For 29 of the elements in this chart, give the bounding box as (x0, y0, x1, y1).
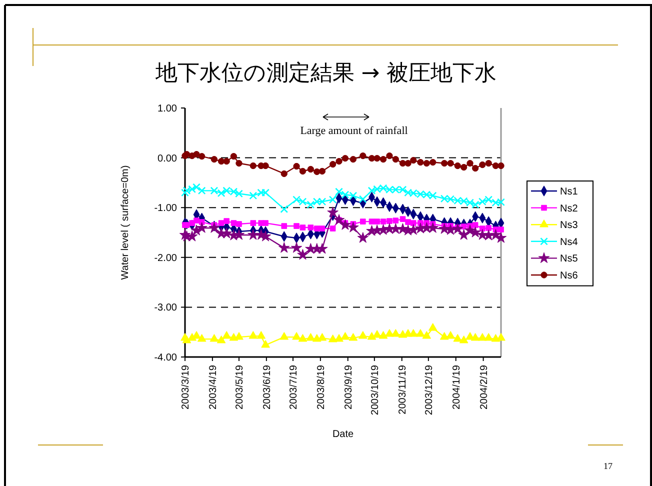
x-tick-label: 2003/10/19 (370, 364, 381, 416)
y-tick-label: -3.00 (154, 302, 178, 314)
x-axis-title: Date (332, 429, 354, 440)
x-tick-label: 2003/6/19 (262, 364, 273, 410)
annotation: Large amount of rainfall (300, 125, 408, 137)
y-tick-label: 0.00 (158, 153, 178, 164)
legend-label: Ns3 (560, 220, 578, 232)
legend-label: Ns1 (560, 186, 578, 198)
x-tick-label: 2003/4/19 (208, 364, 219, 410)
x-tick-label: 2003/8/19 (316, 364, 327, 410)
text: 17 (604, 461, 613, 471)
x-tick-label: 2003/12/19 (424, 364, 435, 416)
legend-label: Ns2 (560, 203, 578, 214)
x-tick-label: 2003/7/19 (288, 364, 300, 410)
x-tick-label: 2003/9/19 (343, 364, 354, 410)
y-tick-label: -1.00 (154, 203, 178, 214)
y-tick-label: -2.00 (154, 252, 178, 264)
x-tick-label: 2003/3/19 (180, 364, 192, 410)
legend-label: Ns6 (560, 270, 578, 282)
y-tick-label: 1.00 (158, 104, 178, 114)
x-tick-label: 2003/5/19 (234, 364, 246, 410)
x-tick-label: 2004/1/19 (451, 364, 462, 410)
y-tick-label: -4.00 (154, 352, 178, 364)
y-axis-title: Water level ( surface=0m) (120, 165, 131, 280)
legend-label: Ns4 (560, 236, 578, 248)
legend-label: Ns5 (560, 254, 578, 265)
x-tick-label: 2003/11/19 (397, 364, 408, 414)
chart-title: 地下水位の測定結果 → 被圧地下水 (154, 61, 497, 86)
x-tick-label: 2004/2/19 (478, 364, 490, 410)
